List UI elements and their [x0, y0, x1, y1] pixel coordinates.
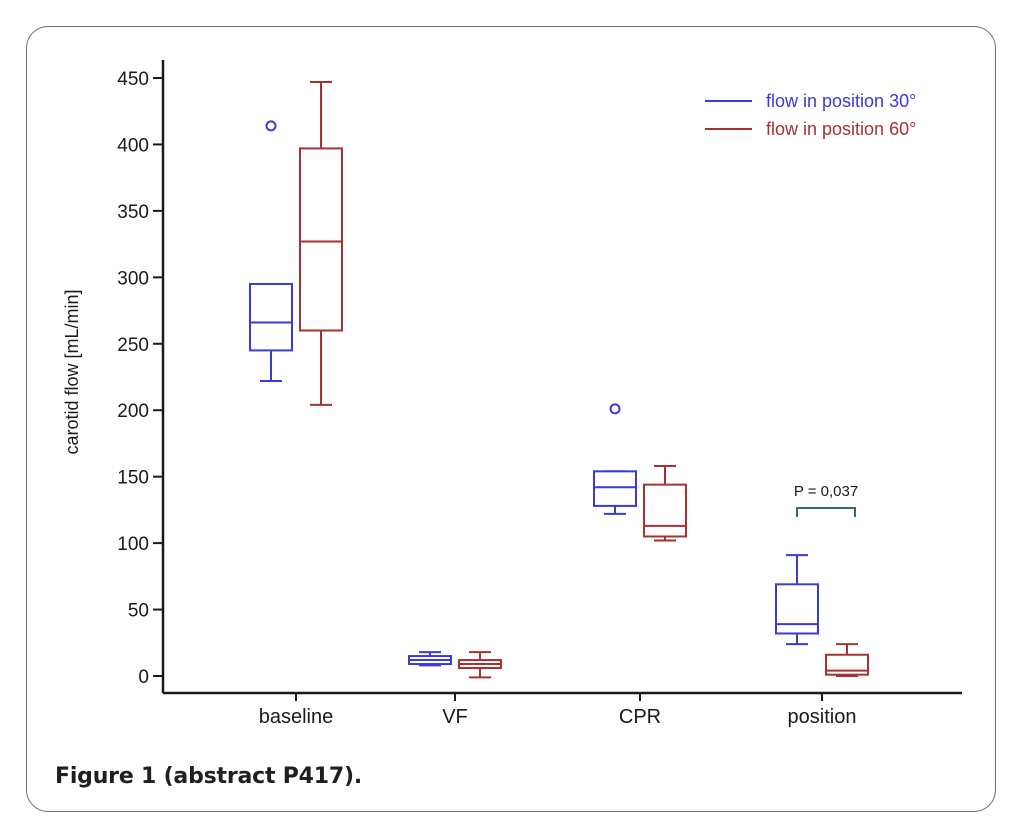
legend-entry: flow in position 60°	[705, 119, 916, 139]
figure-frame	[26, 26, 996, 812]
x-category-label: baseline	[259, 706, 334, 728]
x-category-label: CPR	[619, 706, 661, 728]
x-category-label: VF	[442, 706, 468, 728]
y-tick-label: 400	[117, 135, 149, 156]
outlier-point	[609, 403, 621, 415]
y-tick-label: 450	[117, 69, 149, 90]
box	[299, 80, 343, 406]
box-series-group	[299, 80, 869, 679]
y-axis-label: carotid flow [mL/min]	[62, 289, 82, 454]
y-tick-label: 250	[117, 335, 149, 356]
box	[593, 403, 637, 515]
legend: flow in position 30° flow in position 60°	[705, 91, 916, 139]
legend-label: flow in position 60°	[766, 119, 916, 139]
figure-caption: Figure 1 (abstract P417).	[55, 764, 363, 789]
x-axis-categories: baseline VF CPR position	[259, 693, 857, 728]
legend-entry: flow in position 30°	[705, 91, 916, 111]
bracket-line	[796, 507, 856, 517]
box	[249, 120, 293, 382]
box-body	[643, 483, 687, 538]
significance-bracket: P = 0,037	[794, 483, 858, 517]
y-tick-label: 200	[117, 401, 149, 422]
y-tick-label: 0	[138, 667, 149, 688]
box	[408, 651, 452, 667]
annotations: P = 0,037	[794, 483, 858, 517]
p-value-label: P = 0,037	[794, 483, 858, 500]
box-series	[249, 80, 869, 679]
box-body	[593, 470, 637, 507]
y-tick-label: 350	[117, 202, 149, 223]
y-tick-label: 300	[117, 268, 149, 289]
box	[825, 643, 869, 677]
box-body	[775, 583, 819, 635]
box	[643, 465, 687, 542]
y-axis-ticks: 0 50 100 150 200 250 300 350 400 450	[117, 69, 163, 688]
box-series-group	[249, 120, 819, 667]
box-body	[249, 282, 293, 352]
box	[458, 651, 502, 679]
y-tick-label: 100	[117, 534, 149, 555]
box	[775, 554, 819, 646]
box-body	[299, 147, 343, 332]
y-tick-label: 50	[128, 601, 149, 622]
y-tick-label: 150	[117, 468, 149, 489]
x-category-label: position	[788, 706, 857, 728]
outlier-point	[265, 120, 277, 132]
legend-label: flow in position 30°	[766, 91, 916, 111]
axes	[161, 60, 962, 695]
